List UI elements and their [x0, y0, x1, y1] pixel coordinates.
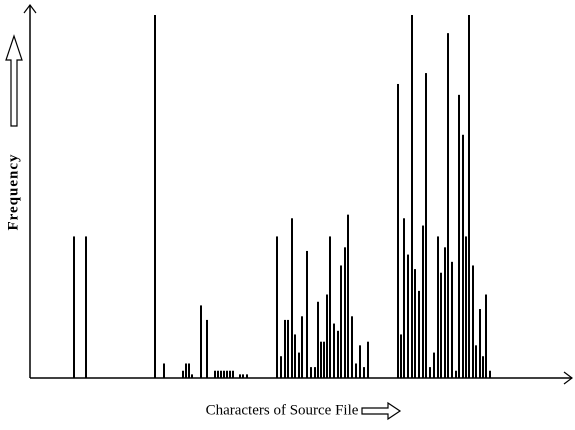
- bar: [425, 73, 427, 378]
- bar: [200, 305, 202, 378]
- bar: [340, 265, 342, 378]
- bar: [232, 370, 234, 378]
- bar: [422, 225, 424, 378]
- bar: [418, 290, 420, 378]
- bar: [337, 330, 339, 378]
- bar: [214, 370, 216, 378]
- bar: [407, 254, 409, 378]
- bar: [246, 374, 248, 378]
- bar: [317, 301, 319, 378]
- bar: [284, 319, 286, 378]
- bar: [73, 236, 75, 378]
- bar: [429, 367, 431, 378]
- bar: [188, 363, 190, 378]
- bar: [314, 367, 316, 378]
- bar: [403, 218, 405, 378]
- bar: [276, 236, 278, 378]
- bar: [287, 319, 289, 378]
- bar: [154, 15, 156, 378]
- bar: [462, 134, 464, 378]
- bar: [280, 356, 282, 378]
- bar: [472, 265, 474, 378]
- bar: [347, 214, 349, 378]
- bar: [310, 367, 312, 378]
- bar: [400, 334, 402, 378]
- bar: [223, 370, 225, 378]
- bar: [226, 370, 228, 378]
- bar: [333, 323, 335, 378]
- bar: [306, 250, 308, 378]
- bar: [458, 94, 460, 379]
- bar: [444, 247, 446, 378]
- bar: [85, 236, 87, 378]
- bar: [397, 83, 399, 378]
- bar: [437, 236, 439, 378]
- bar: [301, 316, 303, 378]
- bar: [163, 363, 165, 378]
- bar: [206, 319, 208, 378]
- y-label-arrow: [5, 34, 23, 127]
- bar: [229, 370, 231, 378]
- bar: [326, 294, 328, 378]
- bar: [485, 294, 487, 378]
- bar: [479, 309, 481, 378]
- x-axis-arrow: [563, 371, 573, 385]
- bar: [191, 374, 193, 378]
- bar: [355, 363, 357, 378]
- x-axis-label: Characters of Source File: [206, 402, 359, 418]
- bar: [468, 15, 470, 378]
- bar: [323, 341, 325, 378]
- bar: [351, 316, 353, 378]
- bar: [367, 341, 369, 378]
- bar: [182, 370, 184, 378]
- bar: [294, 334, 296, 378]
- y-axis-label: Frequency: [5, 153, 21, 230]
- bar: [242, 374, 244, 378]
- bar: [455, 370, 457, 378]
- bar: [298, 352, 300, 378]
- bar: [482, 356, 484, 378]
- bar: [217, 370, 219, 378]
- bar: [411, 15, 413, 378]
- bar: [451, 261, 453, 378]
- bar: [465, 236, 467, 378]
- bar: [329, 236, 331, 378]
- bar: [291, 218, 293, 378]
- x-label-arrow: [361, 401, 402, 421]
- bar: [433, 352, 435, 378]
- bar: [475, 345, 477, 378]
- bar: [359, 345, 361, 378]
- bar: [239, 374, 241, 378]
- bar: [489, 370, 491, 378]
- bar: [414, 269, 416, 378]
- bar: [220, 370, 222, 378]
- bar: [447, 33, 449, 379]
- bar: [344, 247, 346, 378]
- bar: [185, 363, 187, 378]
- bar: [320, 341, 322, 378]
- bar: [440, 272, 442, 378]
- bar: [363, 367, 365, 378]
- y-axis-arrow: [23, 4, 37, 14]
